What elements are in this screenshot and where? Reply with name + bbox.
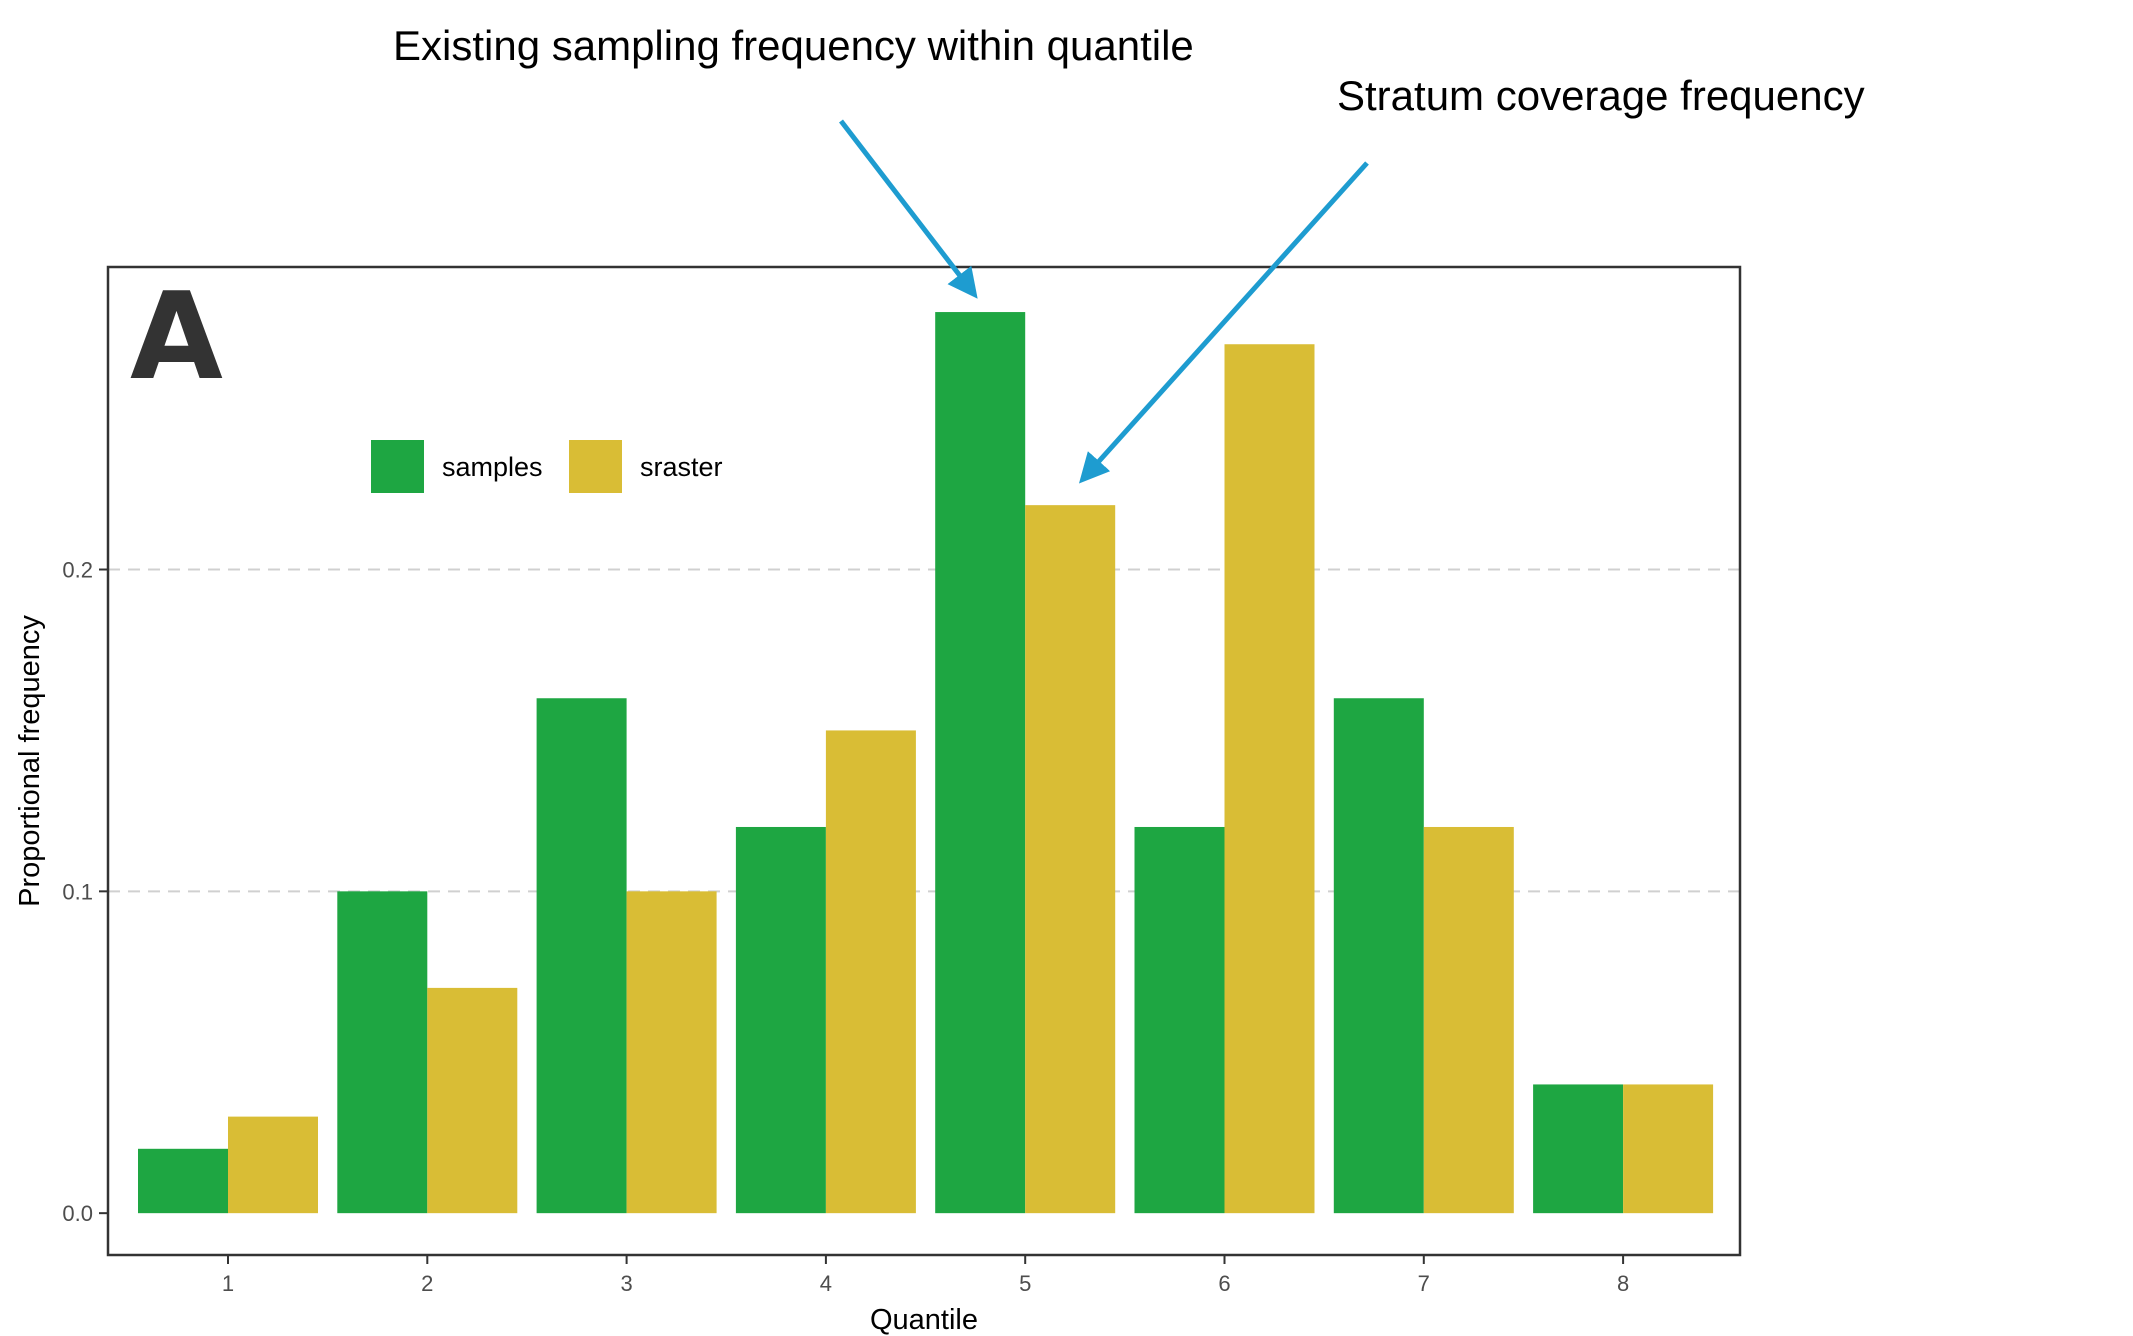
legend-label-samples: samples <box>442 452 543 482</box>
bar-samples-1 <box>138 1148 228 1214</box>
bar-sraster-7 <box>1423 826 1514 1214</box>
annotation-samples-arrow <box>839 119 978 299</box>
bars <box>138 312 1714 1214</box>
legend-swatch-samples <box>371 440 424 493</box>
annotation-sraster-text: Stratum coverage frequency <box>1337 72 1865 119</box>
bar-sraster-8 <box>1623 1084 1714 1214</box>
plot-panel-border <box>106 265 1742 1257</box>
y-tick-label: 0.0 <box>62 1201 93 1226</box>
x-tick-label: 7 <box>1418 1271 1430 1296</box>
bar-samples-4 <box>735 826 826 1214</box>
bar-sraster-4 <box>825 730 916 1214</box>
x-axis-ticks: 1 2 3 4 5 6 7 8 <box>222 1255 1629 1296</box>
bar-sraster-6 <box>1224 344 1315 1214</box>
legend: samples sraster <box>371 440 723 493</box>
bar-sraster-1 <box>228 1116 318 1214</box>
y-axis-title: Proportional frequency <box>14 615 46 907</box>
x-tick-label: 4 <box>820 1271 832 1296</box>
bar-samples-5 <box>935 312 1026 1214</box>
annotation-samples-text: Existing sampling frequency within quant… <box>393 22 1194 69</box>
bar-sraster-2 <box>427 987 518 1214</box>
legend-label-sraster: sraster <box>640 452 723 482</box>
y-axis-ticks: 0.0 0.1 0.2 <box>62 558 108 1226</box>
bar-samples-7 <box>1333 698 1424 1214</box>
y-tick-label: 0.1 <box>62 879 93 904</box>
x-tick-label: 6 <box>1218 1271 1230 1296</box>
x-tick-label: 2 <box>421 1271 433 1296</box>
bar-samples-6 <box>1134 826 1225 1214</box>
x-tick-label: 1 <box>222 1271 234 1296</box>
panel-letter: A <box>130 268 223 407</box>
bar-samples-2 <box>337 891 428 1214</box>
y-tick-label: 0.2 <box>62 558 93 583</box>
bar-sraster-5 <box>1025 505 1116 1214</box>
x-axis-title: Quantile <box>870 1304 978 1336</box>
x-tick-label: 5 <box>1019 1271 1031 1296</box>
legend-swatch-sraster <box>569 440 622 493</box>
x-tick-label: 8 <box>1617 1271 1629 1296</box>
bar-sraster-3 <box>626 891 717 1214</box>
bar-samples-8 <box>1533 1084 1624 1214</box>
bar-samples-3 <box>536 698 627 1214</box>
annotation-sraster-arrow <box>1078 161 1369 484</box>
x-tick-label: 3 <box>620 1271 632 1296</box>
